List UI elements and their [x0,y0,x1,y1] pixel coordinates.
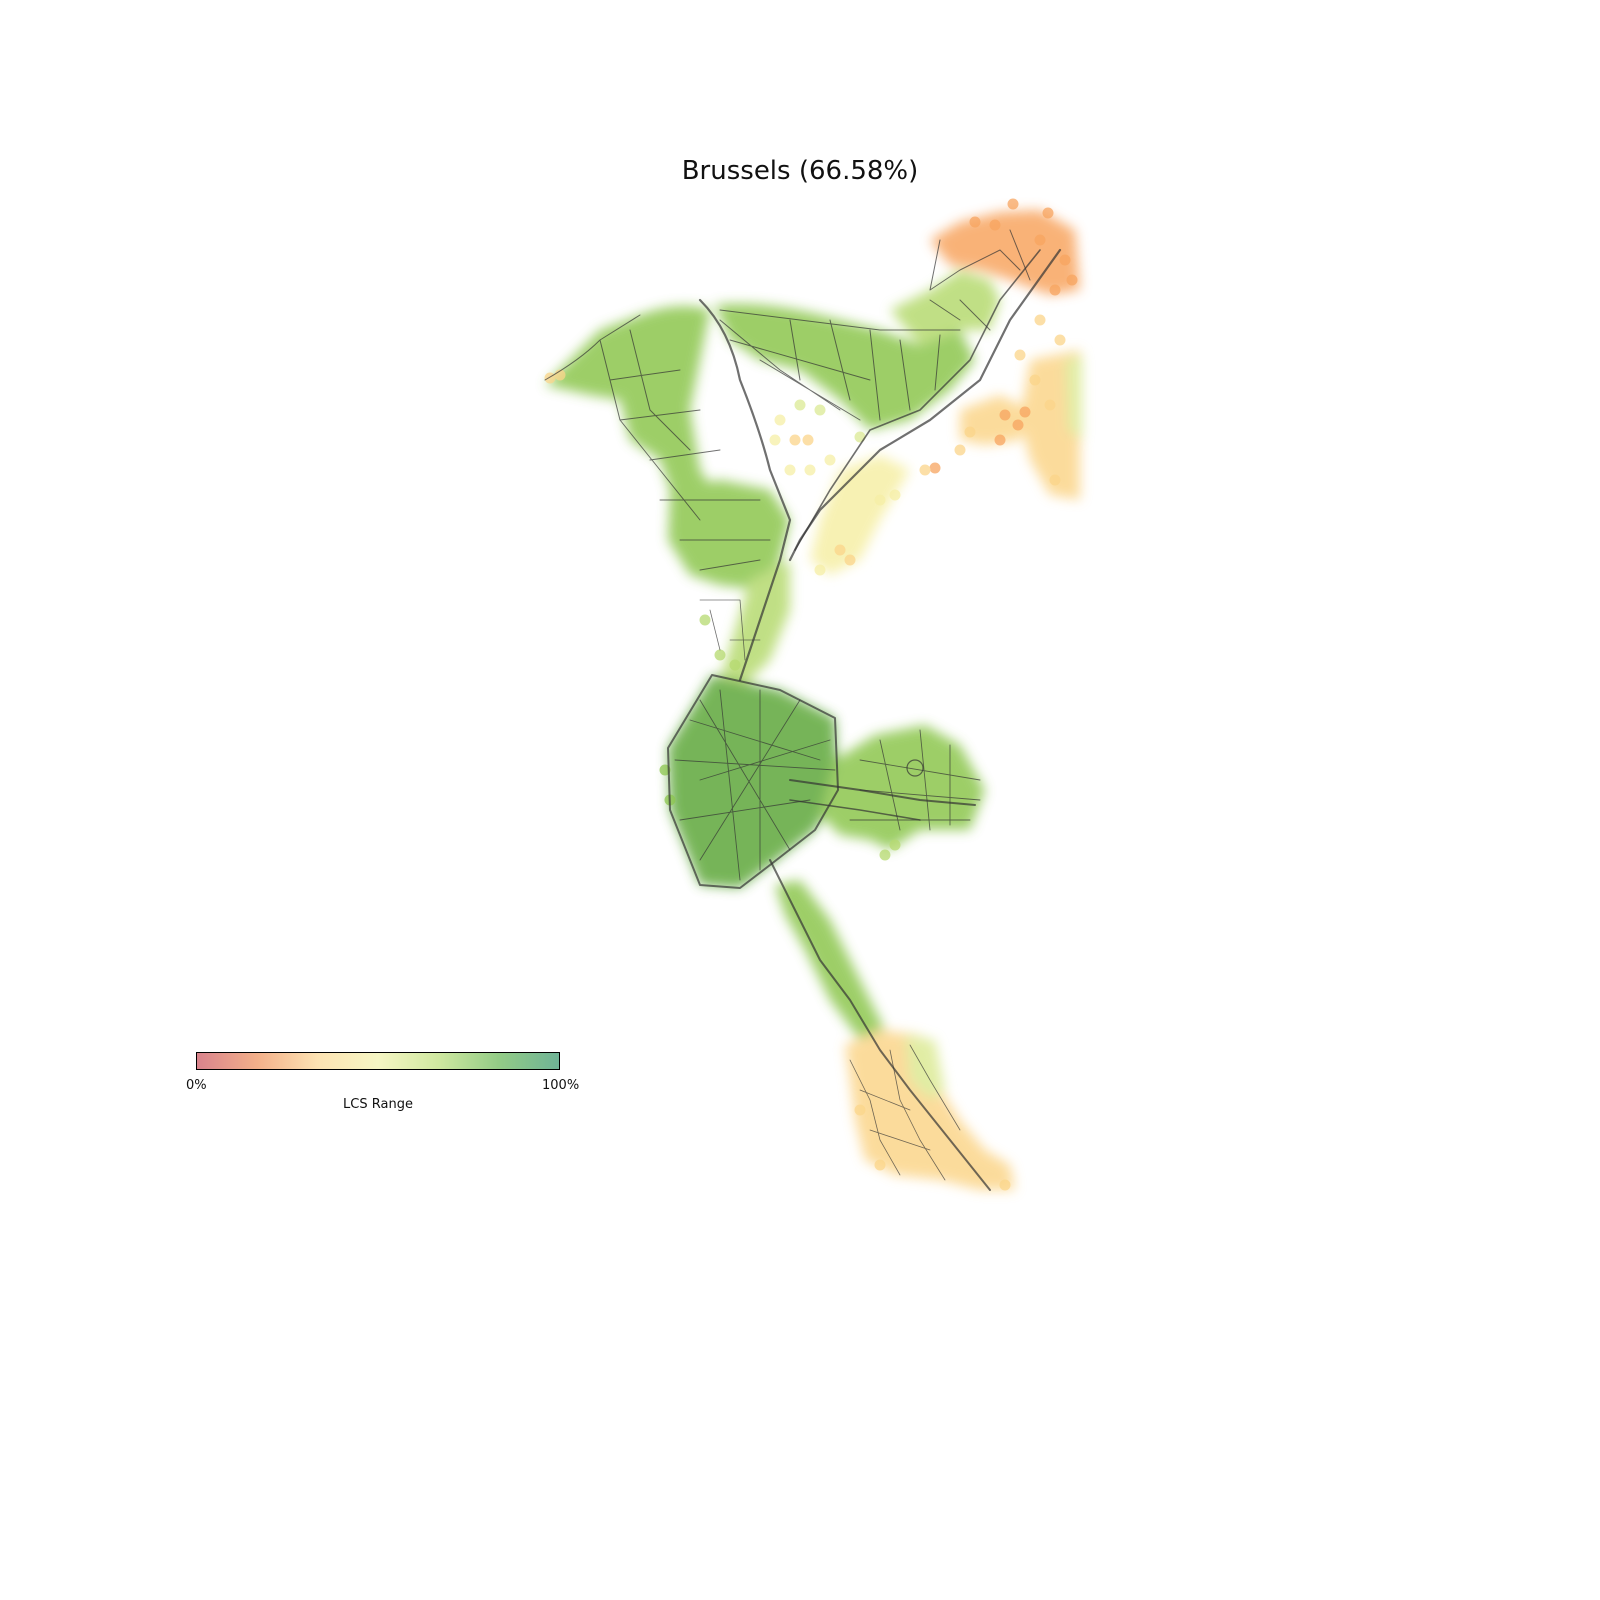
sample-dot [804,464,816,476]
sample-dot [889,489,901,501]
sample-dot [834,544,846,556]
sample-dot [769,434,781,446]
region-east-edge-yellow [1020,350,1080,500]
region-south-tail-green [905,1035,945,1100]
sample-dot [854,431,866,443]
sample-dot [1034,234,1046,246]
sample-dot [879,849,891,861]
colorbar-title: LCS Range [343,1097,413,1112]
colorbar [196,1052,560,1070]
coverage-layer [545,210,1082,1190]
sample-dot [1007,198,1019,210]
road-network [544,229,1062,1191]
sample-dot [794,399,806,411]
region-south-corridor [775,880,885,1040]
sample-dot [994,434,1006,446]
region-pentagon [668,675,838,888]
sample-dot [1059,254,1071,266]
sample-dot [544,372,556,384]
region-northeast [890,270,1000,345]
colorbar-min-label: 0% [186,1078,207,1093]
sample-dot [1019,406,1031,418]
sample-dots [544,198,1078,1191]
sample-dot [854,1104,866,1116]
sample-dot [1042,207,1054,219]
sample-dot [729,659,741,671]
sample-dot [824,454,836,466]
sample-dot [714,649,726,661]
sample-dot [989,219,1001,231]
region-corridor-central [720,560,790,690]
sample-dot [1049,284,1061,296]
region-corridor-north [810,455,910,575]
region-east-extension [820,725,985,850]
sample-dot [844,554,856,566]
sample-dot [954,444,966,456]
sample-dot [699,614,711,626]
sample-dot [784,464,796,476]
sample-dot [929,462,941,474]
sample-dot [874,1159,886,1171]
sample-dot [1034,314,1046,326]
sample-dot [1044,399,1056,411]
sample-dot [789,434,801,446]
sample-dot [1049,474,1061,486]
sample-dot [874,494,886,506]
region-east-edge-green [1065,355,1082,440]
sample-dot [814,564,826,576]
sample-dot [919,464,931,476]
sample-dot [969,216,981,228]
region-south-tail [845,1030,1015,1190]
region-north-central [715,303,975,430]
sample-dot [999,409,1011,421]
sample-dot [1054,334,1066,346]
sample-dot [802,434,814,446]
sample-dot [1012,419,1024,431]
sample-dot [814,404,826,416]
colorbar-legend: 0% 100% LCS Range [186,1052,580,1132]
sample-dot [999,1179,1011,1191]
sample-dot [1066,274,1078,286]
sample-dot [1029,374,1041,386]
sample-dot [889,839,901,851]
region-center-north [668,480,790,590]
sample-dot [774,414,786,426]
colorbar-max-label: 100% [542,1078,580,1093]
region-scatter-orange [960,395,1030,445]
map-title: Brussels (66.58%) [681,156,919,186]
sample-dot [1014,349,1026,361]
sample-dot [964,426,976,438]
